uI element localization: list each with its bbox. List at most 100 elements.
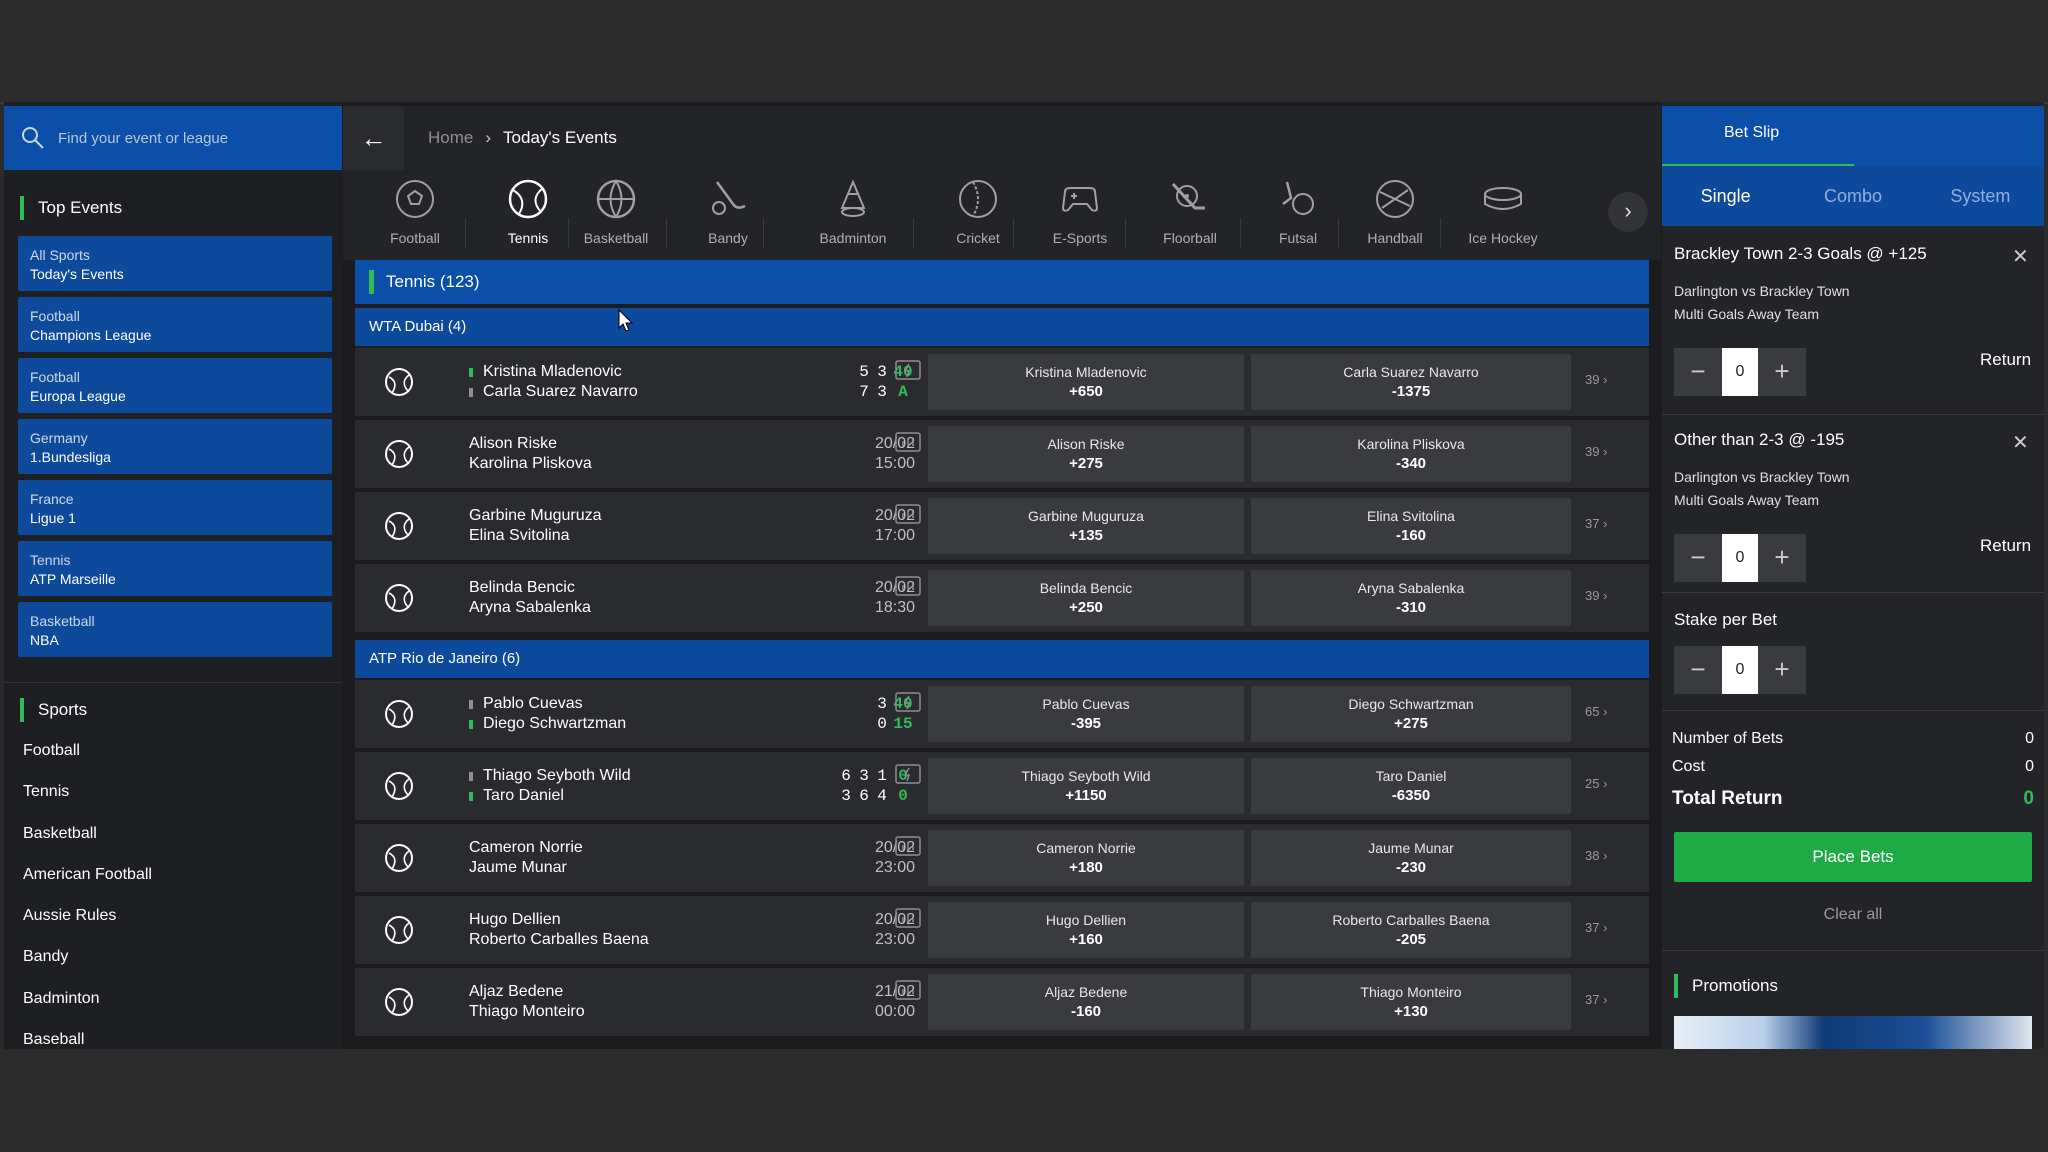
tab-cricket[interactable]: Cricket xyxy=(948,174,1008,258)
odds-button-home[interactable]: Belinda Bencic +250 xyxy=(928,570,1244,626)
plus-icon[interactable]: + xyxy=(1758,646,1806,694)
match-row[interactable]: Kristina Mladenovic Carla Suarez Navarro 5… xyxy=(355,348,1649,416)
league-header[interactable]: WTA Dubai (4) xyxy=(355,308,1649,346)
bet-stake-stepper[interactable]: −0 + xyxy=(1674,348,1806,396)
tab-system[interactable]: System xyxy=(1950,186,2011,206)
more-markets-link[interactable]: 65 › xyxy=(1585,704,1608,719)
live-stats-icon[interactable] xyxy=(895,764,921,784)
odds-button-home[interactable]: Pablo Cuevas -395 xyxy=(928,686,1244,742)
tab-single[interactable]: Single xyxy=(1700,186,1751,206)
top-event-item[interactable]: Tennis ATP Marseille xyxy=(18,541,332,596)
close-icon[interactable]: ✕ xyxy=(2012,432,2029,454)
tab-ice-hockey[interactable]: Ice Hockey xyxy=(1448,174,1558,258)
statistics-icon[interactable] xyxy=(895,836,921,856)
back-arrow-icon[interactable]: ← xyxy=(343,106,404,170)
breadcrumb-home[interactable]: Home xyxy=(428,128,474,147)
live-stats-icon[interactable] xyxy=(895,692,921,712)
odds-button-away[interactable]: Thiago Monteiro +130 xyxy=(1251,974,1571,1030)
sports-item[interactable]: Baseball xyxy=(23,1031,85,1049)
sports-item[interactable]: Basketball xyxy=(23,824,97,842)
plus-icon[interactable]: + xyxy=(1758,534,1806,582)
plus-icon[interactable]: + xyxy=(1758,348,1806,396)
tab-handball[interactable]: Handball xyxy=(1355,174,1435,258)
search-box[interactable] xyxy=(4,106,342,170)
odds-button-away[interactable]: Diego Schwartzman +275 xyxy=(1251,686,1571,742)
league-header[interactable]: ATP Rio de Janeiro (6) xyxy=(355,640,1649,678)
match-row[interactable]: Cameron Norrie Jaume Munar 20/02 23:00 Camer… xyxy=(355,824,1649,892)
tab-combo[interactable]: Combo xyxy=(1823,186,1882,206)
match-row[interactable]: Belinda Bencic Aryna Sabalenka 20/02 18:30 B… xyxy=(355,564,1649,632)
odds-button-away[interactable]: Roberto Carballes Baena -205 xyxy=(1251,902,1571,958)
sports-item[interactable]: Tennis xyxy=(23,783,70,801)
odds-button-home[interactable]: Aljaz Bedene -160 xyxy=(928,974,1244,1030)
sports-item[interactable]: Football xyxy=(23,742,80,759)
match-row[interactable]: Aljaz Bedene Thiago Monteiro 21/02 00:00 Alj… xyxy=(355,968,1649,1036)
tab-badminton[interactable]: Badminton xyxy=(798,174,908,258)
promotion-banner[interactable] xyxy=(1674,1016,2032,1049)
odds-button-away[interactable]: Karolina Pliskova -340 xyxy=(1251,426,1571,482)
more-markets-link[interactable]: 37 › xyxy=(1585,516,1608,531)
odds-button-home[interactable]: Kristina Mladenovic +650 xyxy=(928,354,1244,410)
odds-button-away[interactable]: Aryna Sabalenka -310 xyxy=(1251,570,1571,626)
more-markets-link[interactable]: 37 › xyxy=(1585,920,1608,935)
top-event-item[interactable]: France Ligue 1 xyxy=(18,480,332,535)
odds-button-home[interactable]: Hugo Dellien +160 xyxy=(928,902,1244,958)
statistics-icon[interactable] xyxy=(895,432,921,452)
live-stats-icon[interactable] xyxy=(895,360,921,380)
sports-item[interactable]: Aussie Rules xyxy=(23,907,117,925)
more-markets-link[interactable]: 37 › xyxy=(1585,992,1608,1007)
odds-button-away[interactable]: Taro Daniel -6350 xyxy=(1251,758,1571,814)
statistics-icon[interactable] xyxy=(895,908,921,928)
bet-slip-header[interactable]: Bet Slip xyxy=(1662,106,2044,167)
close-icon[interactable]: ✕ xyxy=(2012,246,2029,268)
bet-stake-value[interactable]: 0 xyxy=(1722,348,1758,396)
player-2: Aryna Sabalenka xyxy=(469,599,591,616)
match-row[interactable]: Hugo Dellien Roberto Carballes Baena 20/02… xyxy=(355,896,1649,964)
odds-button-home[interactable]: Alison Riske +275 xyxy=(928,426,1244,482)
odds-button-away[interactable]: Jaume Munar -230 xyxy=(1251,830,1571,886)
tab-floorball[interactable]: Floorball xyxy=(1145,174,1235,258)
minus-icon[interactable]: − xyxy=(1674,646,1722,694)
top-event-item[interactable]: Germany 1.Bundesliga xyxy=(18,419,332,474)
minus-icon[interactable]: − xyxy=(1674,534,1722,582)
bet-stake-stepper[interactable]: −0 + xyxy=(1674,534,1806,582)
stake-value[interactable]: 0 xyxy=(1722,646,1758,694)
odds-button-away[interactable]: Carla Suarez Navarro -1375 xyxy=(1251,354,1571,410)
tab-basketball[interactable]: Basketball xyxy=(571,174,661,258)
tab-e-sports[interactable]: E-Sports xyxy=(1040,174,1120,258)
place-bets-button[interactable]: Place Bets xyxy=(1674,832,2032,882)
sports-item[interactable]: Bandy xyxy=(23,948,69,966)
tab-tennis[interactable]: Tennis xyxy=(493,174,563,258)
odds-button-away[interactable]: Elina Svitolina -160 xyxy=(1251,498,1571,554)
clear-all-button[interactable]: Clear all xyxy=(1823,906,1883,923)
tab-futsal[interactable]: Futsal xyxy=(1263,174,1333,258)
match-row[interactable]: Alison Riske Karolina Pliskova 20/02 15:00 A… xyxy=(355,420,1649,488)
top-event-item[interactable]: All Sports Today's Events xyxy=(18,236,332,291)
top-event-item[interactable]: Football Champions League xyxy=(18,297,332,352)
more-markets-link[interactable]: 38 › xyxy=(1585,848,1608,863)
minus-icon[interactable]: − xyxy=(1674,348,1722,396)
odds-button-home[interactable]: Thiago Seyboth Wild +1150 xyxy=(928,758,1244,814)
tab-football[interactable]: Football xyxy=(375,174,455,258)
top-event-item[interactable]: Basketball NBA xyxy=(18,602,332,657)
statistics-icon[interactable] xyxy=(895,980,921,1000)
sports-item[interactable]: American Football xyxy=(23,865,152,883)
odds-button-home[interactable]: Garbine Muguruza +135 xyxy=(928,498,1244,554)
tab-bandy[interactable]: Bandy xyxy=(698,174,758,258)
stake-stepper[interactable]: − 0 + xyxy=(1674,646,1806,694)
statistics-icon[interactable] xyxy=(895,576,921,596)
search-input[interactable] xyxy=(58,129,318,147)
chevron-right-icon[interactable]: › xyxy=(1608,192,1648,232)
bet-stake-value[interactable]: 0 xyxy=(1722,534,1758,582)
match-row[interactable]: Pablo Cuevas Diego Schwartzman 3 40 0 15 Pablo… xyxy=(355,680,1649,748)
more-markets-link[interactable]: 39 › xyxy=(1585,372,1608,387)
sports-item[interactable]: Badminton xyxy=(23,989,100,1007)
top-event-item[interactable]: Football Europa League xyxy=(18,358,332,413)
match-row[interactable]: Garbine Muguruza Elina Svitolina 20/02 17:0… xyxy=(355,492,1649,560)
match-row[interactable]: Thiago Seyboth Wild Taro Daniel 6 3 1 0 3 6 4 0 Th… xyxy=(355,752,1649,820)
odds-button-home[interactable]: Cameron Norrie +180 xyxy=(928,830,1244,886)
more-markets-link[interactable]: 25 › xyxy=(1585,776,1608,791)
more-markets-link[interactable]: 39 › xyxy=(1585,444,1608,459)
more-markets-link[interactable]: 39 › xyxy=(1585,588,1608,603)
statistics-icon[interactable] xyxy=(895,504,921,524)
